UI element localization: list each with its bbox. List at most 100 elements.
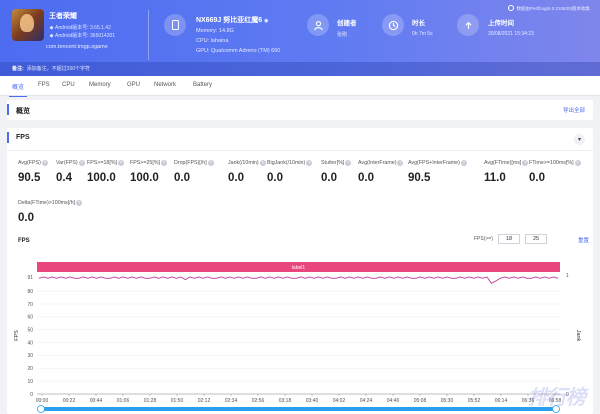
metric-value: 0.4: [56, 172, 72, 184]
android-build: ◆ Android版本号: 365014201: [49, 33, 116, 39]
metric-10: Avg(FTime)[ms]? 11.0: [484, 160, 529, 184]
y-tick-label: 20: [27, 366, 33, 372]
metric-value: 0.0: [174, 172, 190, 184]
metric-value: 11.0: [484, 172, 506, 184]
tab-gpu[interactable]: GPU: [127, 82, 141, 88]
fps-threshold-input-2[interactable]: 25: [525, 234, 547, 244]
tab-fps[interactable]: FPS: [38, 82, 50, 88]
metric-label: BigJank(/10min): [267, 160, 306, 166]
help-icon[interactable]: ?: [522, 160, 529, 166]
fps-panel: FPS ▾ Avg(FPS)? 90.5 Var(FPS)? 0.4 FPS>=18[%…: [7, 128, 593, 414]
reset-link[interactable]: 重置: [578, 238, 590, 244]
help-icon[interactable]: ?: [460, 160, 467, 166]
x-tick-label: 05:52: [468, 398, 481, 404]
upload-label: 上传时间: [488, 20, 514, 27]
label-band: [37, 262, 560, 272]
x-tick-label: 00:00: [36, 398, 49, 404]
tab-overview[interactable]: 概览: [8, 82, 28, 97]
remark-bar[interactable]: 备注: 添加备注，不超过200个字符: [0, 62, 600, 76]
metric-label: Avg(FTime)[ms]: [484, 160, 522, 166]
tab-memory[interactable]: Memory: [89, 82, 111, 88]
help-icon[interactable]: ?: [259, 160, 266, 166]
fps-panel-title: FPS: [16, 134, 30, 141]
tab-network[interactable]: Network: [154, 82, 177, 88]
android-version: ◆ Android版本号: 3.65.1.42: [49, 25, 111, 31]
metric-label: Jank(/10min): [228, 160, 259, 166]
metric-3: FPS>=25[%]? 100.0: [130, 160, 168, 184]
tab-battery[interactable]: Battery: [193, 82, 213, 88]
overview-panel: 概览 导出全部: [7, 100, 593, 120]
metric-value: 0.0: [321, 172, 337, 184]
x-tick-label: 06:58: [549, 398, 562, 404]
chevron-down-icon: ▾: [577, 137, 581, 143]
fps-chart[interactable]: label1 0 10 20 30 40 50 60 70 80 91 0 1 FPS Jank 00:00 0…: [7, 246, 593, 414]
metric-label: Avg(InterFrame): [358, 160, 397, 166]
zoom-slider-track: [41, 407, 556, 411]
help-icon[interactable]: ?: [118, 160, 125, 166]
x-tick-label: 05:08: [414, 398, 427, 404]
metric-label: FPS>=18[%]: [87, 160, 118, 166]
android-icon-2: ◆: [49, 33, 54, 39]
panel-accent: [7, 132, 9, 143]
metric-value: 90.5: [18, 172, 41, 184]
help-icon[interactable]: ?: [306, 160, 313, 166]
metric-2: FPS>=18[%]? 100.0: [87, 160, 125, 184]
help-icon[interactable]: ?: [345, 160, 352, 166]
y2-tick-label: 0: [566, 392, 569, 398]
export-all-link[interactable]: 导出全部: [562, 108, 585, 114]
fps-threshold-input-1[interactable]: 18: [498, 234, 520, 244]
metric-value: 0.0: [358, 172, 374, 184]
metric-value: 0.0: [267, 172, 283, 184]
upload-value: 30/08/2021 15:34:23: [488, 31, 534, 37]
app-icon: [12, 9, 44, 41]
metric-9: Avg(FPS+InterFrame)? 90.5: [408, 160, 467, 184]
y-tick-label: 70: [27, 302, 33, 308]
remark-placeholder[interactable]: 添加备注，不超过200个字符: [26, 66, 91, 72]
metric-label: Drop(FPS)[/h]: [174, 160, 207, 166]
creator-value: 张刚: [337, 32, 348, 38]
label-band-text: label1: [292, 265, 306, 271]
y-tick-label: 60: [27, 315, 33, 321]
y-axis-label: FPS: [14, 330, 20, 341]
upload-icon: [457, 14, 479, 36]
y2-axis-label: Jank: [575, 330, 581, 342]
metric-7: Stutter[%]? 0.0: [321, 160, 352, 184]
metric-4: Drop(FPS)[/h]? 0.0: [174, 160, 214, 184]
fps-series-line: [38, 276, 559, 284]
phone-icon: [164, 14, 186, 36]
collapse-button[interactable]: ▾: [574, 134, 585, 145]
device-name: NX669J 努比亚红魔6 ◉: [196, 17, 269, 24]
panel-accent: [7, 104, 9, 115]
y-tick-label: 0: [30, 392, 33, 398]
x-tick-label: 03:18: [279, 398, 292, 404]
x-tick-label: 02:56: [252, 398, 265, 404]
help-icon[interactable]: ?: [207, 160, 214, 166]
x-tick-label: 04:46: [387, 398, 400, 404]
report-header: 王者荣耀 ◆ Android版本号: 3.65.1.42 ◆ Android版本号:…: [0, 0, 600, 76]
metric-label: Var(FPS): [56, 160, 78, 166]
device-cpu: CPU: lahaina: [196, 38, 229, 44]
x-tick-label: 02:34: [225, 398, 238, 404]
metric-label: Stutter[%]: [321, 160, 345, 166]
panel-divider: [7, 150, 593, 151]
app-package: com.tencent.tmgp.sgame: [46, 44, 108, 50]
metric-6: BigJank(/10min)? 0.0: [267, 160, 313, 184]
x-tick-label: 06:14: [495, 398, 508, 404]
creator-label: 创建者: [337, 20, 357, 27]
help-icon[interactable]: ?: [161, 160, 168, 166]
y-tick-label: 91: [27, 275, 33, 281]
help-icon[interactable]: ?: [41, 160, 48, 166]
y-tick-label: 30: [27, 353, 33, 359]
x-tick-label: 04:02: [333, 398, 346, 404]
tab-cpu[interactable]: CPU: [62, 82, 75, 88]
help-icon[interactable]: ?: [574, 160, 581, 166]
metric-label: Avg(FPS+InterFrame): [408, 160, 460, 166]
metric-label: Delta(FTime)>100ms[/h]: [18, 200, 76, 206]
help-icon[interactable]: ?: [76, 200, 83, 206]
metric-value: 0.0: [18, 212, 34, 224]
help-icon[interactable]: ?: [397, 160, 404, 166]
help-icon[interactable]: ?: [78, 160, 85, 166]
metric-label: FTime>=100ms[%]: [529, 160, 574, 166]
metric-5: Jank(/10min)? 0.0: [228, 160, 266, 184]
y-tick-label: 80: [27, 289, 33, 295]
